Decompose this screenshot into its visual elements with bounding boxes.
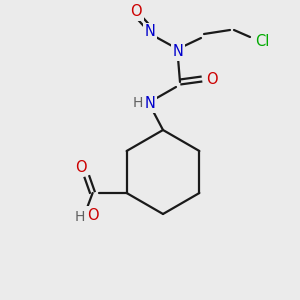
Text: O: O (130, 4, 142, 20)
Text: N: N (172, 44, 183, 59)
Text: O: O (87, 208, 98, 223)
Text: O: O (75, 160, 86, 175)
Text: H: H (74, 210, 85, 224)
Text: O: O (206, 71, 218, 86)
Text: N: N (145, 97, 155, 112)
Text: N: N (145, 25, 155, 40)
Text: Cl: Cl (255, 34, 269, 50)
Text: H: H (133, 96, 143, 110)
